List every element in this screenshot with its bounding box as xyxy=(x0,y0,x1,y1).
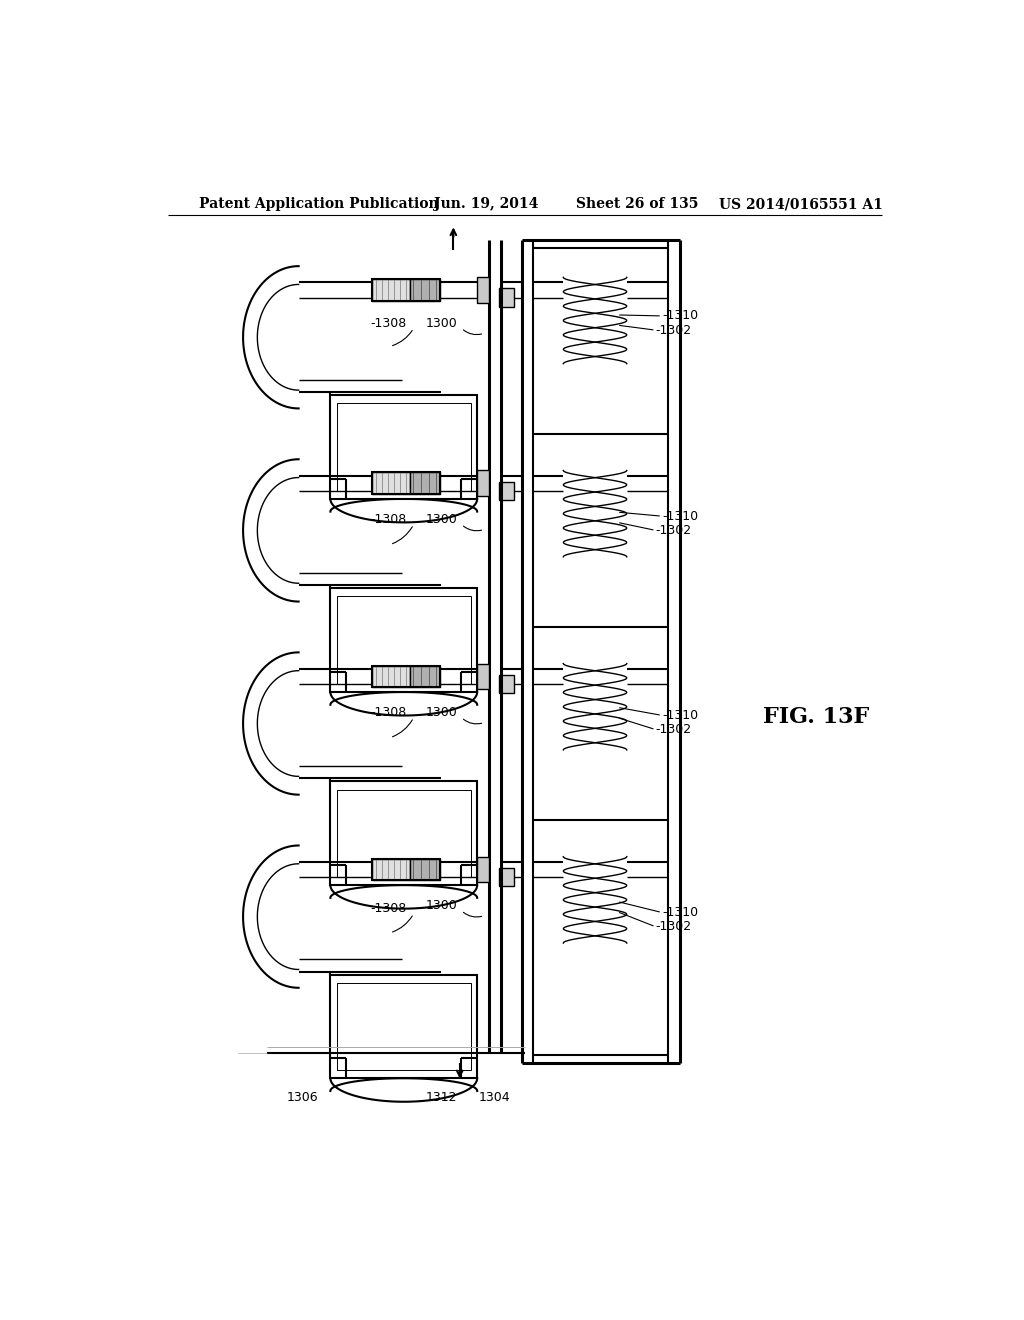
Text: -1308: -1308 xyxy=(370,317,407,330)
Text: -1302: -1302 xyxy=(655,723,692,737)
Text: 1300: 1300 xyxy=(426,512,458,525)
Bar xyxy=(373,859,410,880)
Text: Jun. 19, 2014: Jun. 19, 2014 xyxy=(433,197,538,211)
Bar xyxy=(373,473,410,494)
Text: Patent Application Publication: Patent Application Publication xyxy=(200,197,439,211)
Bar xyxy=(331,974,477,1078)
Text: -1310: -1310 xyxy=(663,510,698,523)
Bar xyxy=(337,982,471,1071)
Bar xyxy=(373,280,440,301)
Text: -1302: -1302 xyxy=(655,920,692,933)
Text: 1300: 1300 xyxy=(426,317,458,330)
Bar xyxy=(373,665,410,686)
Bar xyxy=(373,859,440,880)
Bar xyxy=(500,482,514,500)
Text: -1302: -1302 xyxy=(655,323,692,337)
Bar xyxy=(410,665,440,686)
Text: -1302: -1302 xyxy=(655,524,692,537)
Text: FIG. 13F: FIG. 13F xyxy=(763,706,869,729)
Text: 1312: 1312 xyxy=(426,1092,458,1105)
Bar xyxy=(410,473,440,494)
Bar xyxy=(477,277,489,302)
Bar xyxy=(337,597,471,684)
Text: 1304: 1304 xyxy=(479,1092,510,1105)
Bar xyxy=(410,280,440,301)
Bar xyxy=(477,857,489,882)
Text: Sheet 26 of 135: Sheet 26 of 135 xyxy=(577,197,698,211)
Text: -1308: -1308 xyxy=(370,902,407,915)
Bar xyxy=(373,280,410,301)
Text: -1308: -1308 xyxy=(370,706,407,719)
Bar xyxy=(331,589,477,692)
Bar xyxy=(500,867,514,886)
Bar xyxy=(373,473,440,494)
Text: 1300: 1300 xyxy=(426,899,458,912)
Bar xyxy=(477,664,489,689)
Bar xyxy=(337,404,471,491)
Bar xyxy=(477,470,489,496)
Text: -1310: -1310 xyxy=(663,309,698,322)
Bar xyxy=(373,665,440,686)
Text: -1308: -1308 xyxy=(370,512,407,525)
Text: -1310: -1310 xyxy=(663,906,698,919)
Bar xyxy=(500,289,514,306)
Bar xyxy=(410,859,440,880)
Bar xyxy=(500,675,514,693)
Text: US 2014/0165551 A1: US 2014/0165551 A1 xyxy=(719,197,883,211)
Text: 1300: 1300 xyxy=(426,706,458,719)
Bar xyxy=(331,395,477,499)
Bar xyxy=(337,789,471,876)
Text: -1310: -1310 xyxy=(663,709,698,722)
Text: 1306: 1306 xyxy=(287,1092,318,1105)
Bar xyxy=(331,781,477,886)
